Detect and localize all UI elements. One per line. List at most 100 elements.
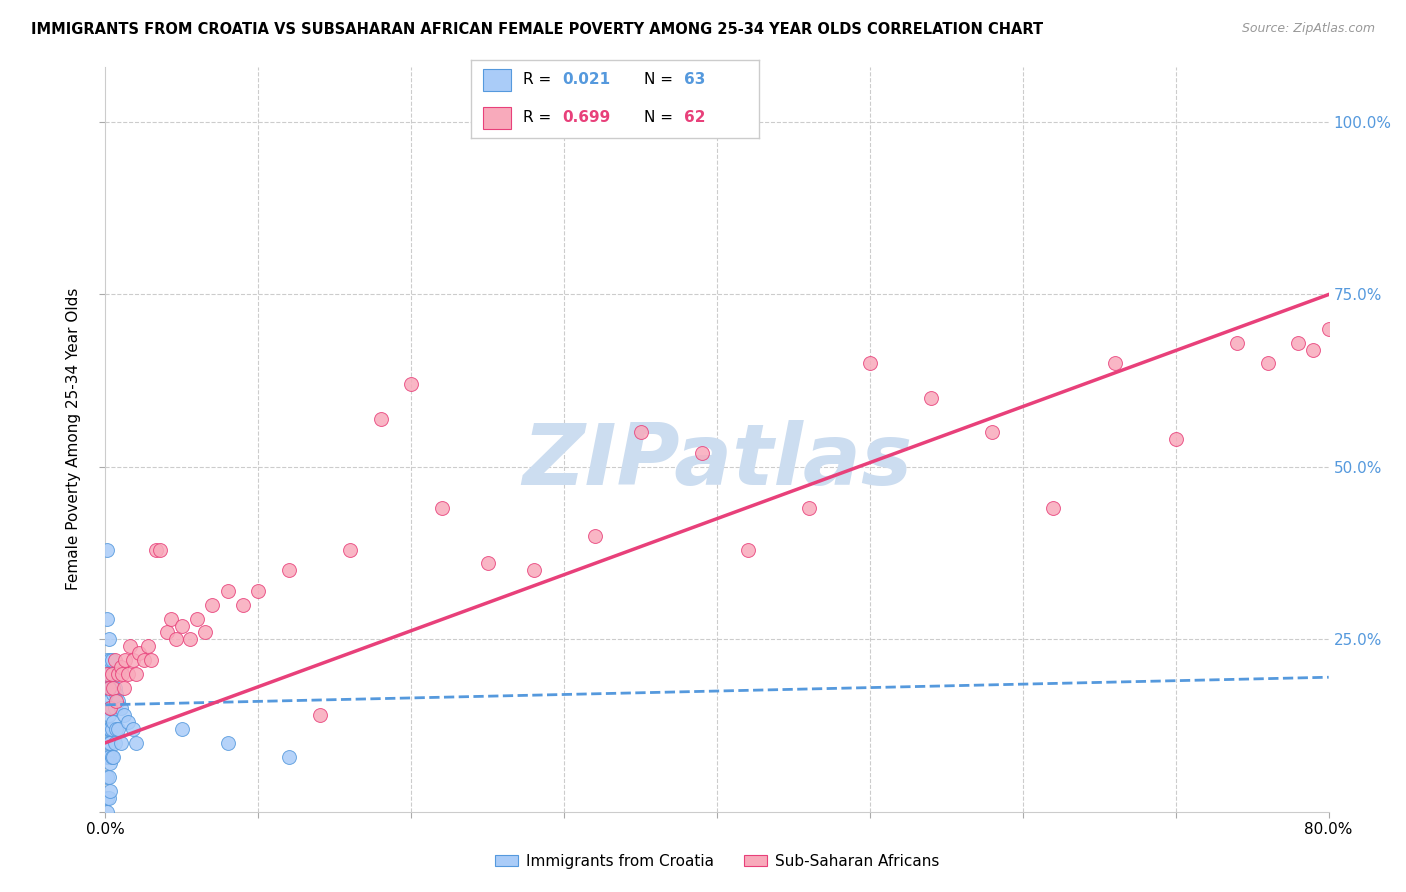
- Point: [110, 660, 132, 674]
- Point: [1286, 335, 1309, 350]
- Point: [1393, 115, 1406, 129]
- Point: [122, 722, 145, 736]
- Point: [96, 666, 118, 681]
- Bar: [482, 107, 512, 128]
- Point: [117, 714, 139, 729]
- Point: [401, 377, 423, 392]
- Point: [201, 598, 224, 612]
- Point: [170, 722, 193, 736]
- Point: [232, 598, 254, 612]
- Point: [339, 542, 361, 557]
- Point: [149, 542, 172, 557]
- Point: [1042, 501, 1064, 516]
- Point: [98, 756, 121, 771]
- Point: [125, 736, 148, 750]
- Point: [118, 639, 141, 653]
- Point: [96, 542, 118, 557]
- Point: [430, 501, 453, 516]
- Point: [477, 557, 499, 571]
- Point: [217, 584, 239, 599]
- Point: [105, 722, 128, 736]
- Point: [98, 681, 121, 695]
- Point: [981, 425, 1004, 440]
- Point: [100, 701, 122, 715]
- Point: [96, 653, 118, 667]
- Point: [104, 701, 127, 715]
- Point: [110, 701, 132, 715]
- Point: [1164, 433, 1187, 447]
- Text: 0.699: 0.699: [562, 110, 610, 125]
- Point: [1364, 287, 1386, 301]
- Point: [98, 701, 121, 715]
- Point: [217, 736, 239, 750]
- Point: [97, 722, 120, 736]
- Point: [107, 722, 129, 736]
- Point: [278, 563, 301, 577]
- Point: [179, 632, 201, 647]
- Point: [98, 722, 121, 736]
- Point: [145, 542, 167, 557]
- Point: [104, 681, 127, 695]
- Point: [141, 653, 163, 667]
- Point: [1256, 356, 1278, 370]
- Point: [160, 612, 183, 626]
- Y-axis label: Female Poverty Among 25-34 Year Olds: Female Poverty Among 25-34 Year Olds: [66, 288, 82, 591]
- Point: [278, 749, 301, 764]
- Point: [97, 666, 120, 681]
- Point: [117, 666, 139, 681]
- Point: [1333, 335, 1355, 350]
- Point: [125, 666, 148, 681]
- Point: [97, 770, 120, 784]
- Point: [1348, 308, 1371, 322]
- Point: [97, 791, 120, 805]
- Point: [155, 625, 177, 640]
- Point: [112, 681, 135, 695]
- Point: [630, 425, 652, 440]
- Point: [583, 529, 606, 543]
- Point: [112, 708, 135, 723]
- Text: 0.021: 0.021: [562, 72, 610, 87]
- Point: [97, 632, 120, 647]
- Point: [100, 722, 122, 736]
- Point: [100, 653, 122, 667]
- Text: R =: R =: [523, 110, 551, 125]
- Point: [165, 632, 187, 647]
- Point: [96, 681, 118, 695]
- Point: [100, 666, 122, 681]
- Point: [98, 653, 121, 667]
- Point: [111, 666, 134, 681]
- Text: 63: 63: [685, 72, 706, 87]
- Point: [105, 688, 128, 702]
- Point: [104, 736, 127, 750]
- Point: [370, 411, 392, 425]
- Point: [107, 666, 129, 681]
- Point: [100, 749, 122, 764]
- Point: [859, 356, 882, 370]
- Point: [107, 694, 129, 708]
- Point: [104, 653, 127, 667]
- Point: [97, 681, 120, 695]
- Point: [96, 701, 118, 715]
- Point: [920, 391, 942, 405]
- Point: [1302, 343, 1324, 357]
- Point: [136, 639, 159, 653]
- Text: N =: N =: [644, 72, 673, 87]
- Point: [114, 653, 136, 667]
- Point: [523, 563, 546, 577]
- Point: [96, 805, 118, 819]
- Point: [128, 646, 150, 660]
- Point: [98, 666, 121, 681]
- Text: N =: N =: [644, 110, 673, 125]
- Point: [122, 653, 145, 667]
- Point: [97, 681, 120, 695]
- Text: ZIPatlas: ZIPatlas: [522, 420, 912, 503]
- Point: [308, 708, 330, 723]
- Text: Source: ZipAtlas.com: Source: ZipAtlas.com: [1241, 22, 1375, 36]
- Point: [97, 708, 120, 723]
- Point: [101, 749, 124, 764]
- Point: [100, 681, 122, 695]
- Point: [110, 736, 132, 750]
- Point: [737, 542, 759, 557]
- Point: [1378, 115, 1400, 129]
- Bar: [482, 70, 512, 91]
